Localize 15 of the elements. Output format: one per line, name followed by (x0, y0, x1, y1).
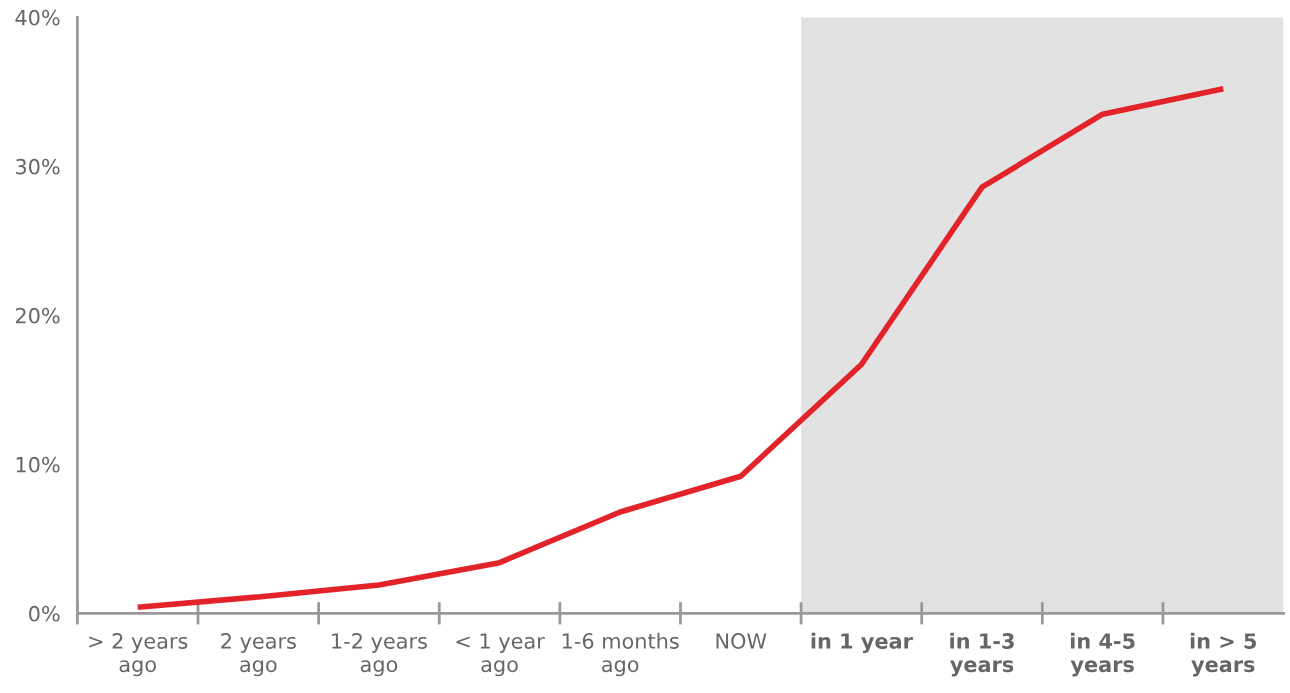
y-tick-label: 40% (15, 9, 60, 26)
x-tick-label: in 4-5 years (1070, 632, 1135, 677)
y-tick-label: 10% (16, 456, 60, 473)
y-tick-label: 0% (29, 605, 60, 622)
x-tick-label: NOW (716, 633, 767, 649)
x-tick-label: 1-2 years ago (332, 633, 427, 677)
x-tick-label: 1-6 months ago (562, 632, 679, 677)
y-tick-label: 30% (16, 158, 60, 175)
x-tick-label: in 1-3 years (950, 632, 1014, 677)
x-tick-label: 2 years ago (221, 633, 296, 677)
x-tick-label: in 1 year (811, 632, 913, 654)
x-tick-label: in > 5 years (1190, 632, 1256, 677)
x-tick-label: > 2 years ago (89, 633, 188, 677)
x-tick-label: < 1 year ago (456, 633, 545, 677)
y-tick-label: 20% (15, 307, 60, 324)
